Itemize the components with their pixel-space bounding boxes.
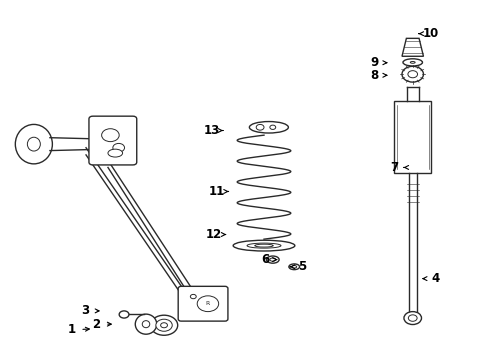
Text: 6: 6 bbox=[260, 253, 268, 266]
Ellipse shape bbox=[402, 59, 422, 66]
Circle shape bbox=[160, 323, 167, 328]
Text: 1: 1 bbox=[67, 323, 75, 336]
Text: 3: 3 bbox=[81, 305, 89, 318]
Text: 11: 11 bbox=[208, 185, 224, 198]
Text: 13: 13 bbox=[203, 124, 219, 137]
Text: 2: 2 bbox=[92, 318, 100, 331]
Circle shape bbox=[407, 315, 416, 321]
Text: 8: 8 bbox=[369, 69, 378, 82]
Ellipse shape bbox=[409, 62, 414, 63]
FancyBboxPatch shape bbox=[89, 116, 137, 165]
Ellipse shape bbox=[249, 122, 288, 133]
Ellipse shape bbox=[291, 266, 296, 268]
Circle shape bbox=[256, 125, 264, 130]
Ellipse shape bbox=[288, 264, 299, 270]
Ellipse shape bbox=[135, 314, 157, 334]
Ellipse shape bbox=[246, 243, 281, 248]
Bar bbox=[393, 101, 430, 173]
Circle shape bbox=[403, 312, 421, 324]
Text: 5: 5 bbox=[297, 260, 305, 273]
Circle shape bbox=[102, 129, 119, 141]
Text: 7: 7 bbox=[390, 161, 398, 174]
Ellipse shape bbox=[108, 149, 122, 157]
Ellipse shape bbox=[269, 258, 275, 261]
Polygon shape bbox=[401, 39, 423, 56]
Circle shape bbox=[190, 294, 196, 299]
Circle shape bbox=[269, 125, 275, 130]
Ellipse shape bbox=[142, 321, 149, 328]
Circle shape bbox=[407, 71, 417, 78]
Text: 10: 10 bbox=[422, 27, 438, 40]
Ellipse shape bbox=[254, 244, 273, 247]
Circle shape bbox=[401, 66, 423, 82]
Text: 9: 9 bbox=[369, 56, 378, 69]
Circle shape bbox=[113, 143, 124, 152]
Circle shape bbox=[197, 296, 218, 312]
Ellipse shape bbox=[27, 137, 40, 151]
FancyBboxPatch shape bbox=[178, 286, 227, 321]
Ellipse shape bbox=[266, 256, 279, 263]
Text: 4: 4 bbox=[430, 272, 439, 285]
Ellipse shape bbox=[233, 240, 294, 251]
Ellipse shape bbox=[15, 125, 52, 164]
Text: 12: 12 bbox=[206, 228, 222, 241]
Text: R: R bbox=[205, 301, 210, 306]
Circle shape bbox=[119, 311, 129, 318]
Circle shape bbox=[150, 315, 177, 335]
Circle shape bbox=[156, 319, 172, 331]
